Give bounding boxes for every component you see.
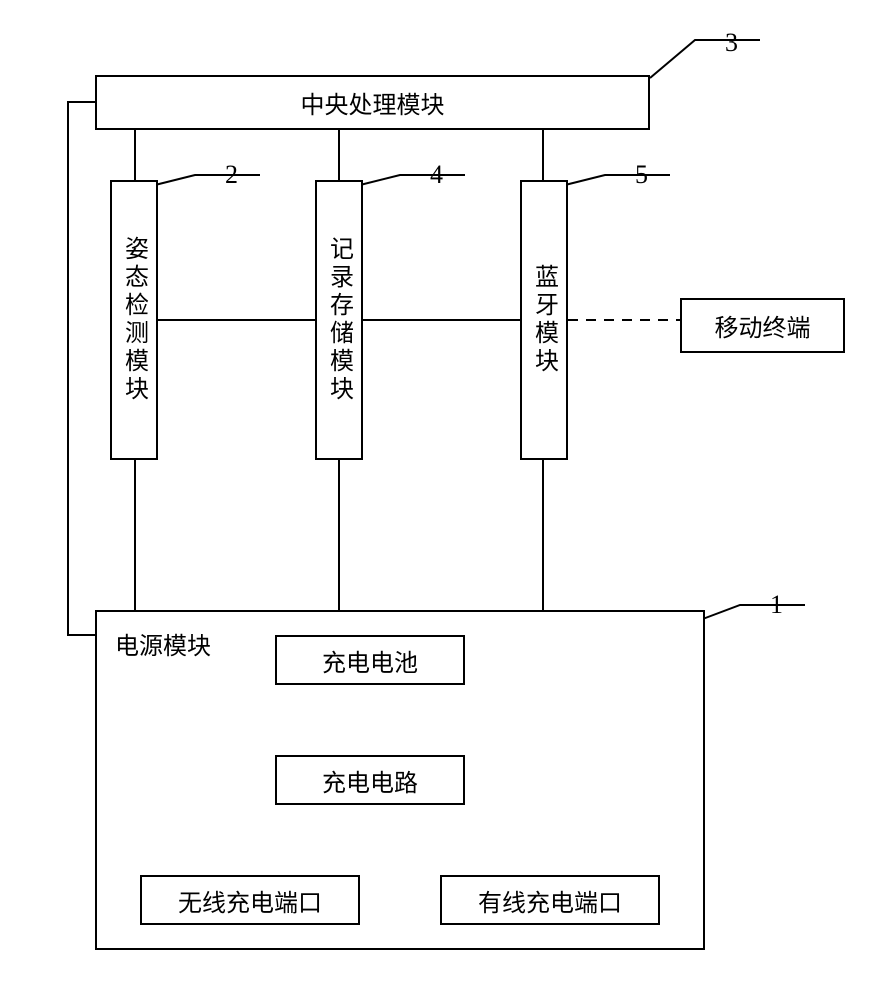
callout-1: 1 <box>770 590 783 620</box>
node-posture: 姿态检测模块 <box>110 180 158 460</box>
node-wireless: 无线充电端口 <box>140 875 360 925</box>
node-terminal: 移动终端 <box>680 298 845 353</box>
node-storage-text: 记录存储模块 <box>322 236 357 404</box>
node-wired: 有线充电端口 <box>440 875 660 925</box>
callout-4: 4 <box>430 160 443 190</box>
node-storage: 记录存储模块 <box>315 180 363 460</box>
node-circuit-text: 充电电路 <box>322 763 418 798</box>
node-bluetooth-text: 蓝牙模块 <box>527 264 562 376</box>
node-cpu-text: 中央处理模块 <box>301 85 445 120</box>
node-terminal-text: 移动终端 <box>715 308 811 343</box>
node-battery: 充电电池 <box>275 635 465 685</box>
callout-5: 5 <box>635 160 648 190</box>
callout-3: 3 <box>725 28 738 58</box>
node-wireless-text: 无线充电端口 <box>178 883 322 918</box>
node-circuit: 充电电路 <box>275 755 465 805</box>
node-power-title: 电源模块 <box>115 626 211 661</box>
callout-2: 2 <box>225 160 238 190</box>
node-cpu: 中央处理模块 <box>95 75 650 130</box>
node-posture-text: 姿态检测模块 <box>117 236 152 404</box>
node-battery-text: 充电电池 <box>322 643 418 678</box>
node-wired-text: 有线充电端口 <box>478 883 622 918</box>
node-bluetooth: 蓝牙模块 <box>520 180 568 460</box>
